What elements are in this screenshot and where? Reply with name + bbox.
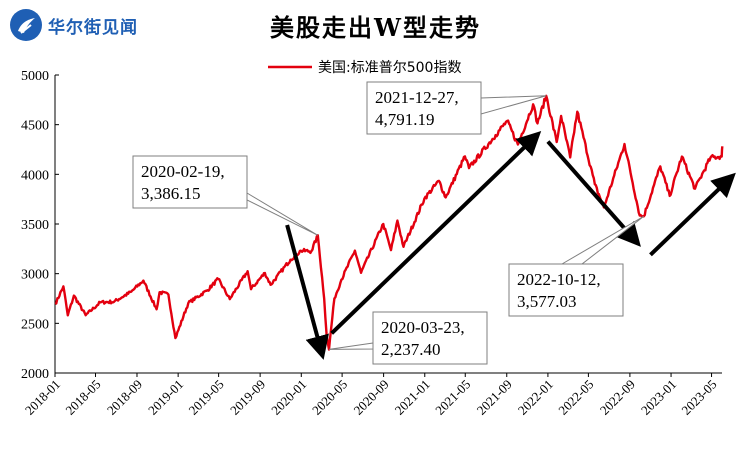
trend-arrow — [330, 131, 542, 335]
x-tick-label: 2022-01 — [515, 377, 556, 418]
x-tick-label: 2019-01 — [145, 377, 186, 418]
callout-pointer — [328, 342, 374, 350]
x-tick-label: 2023-05 — [678, 377, 719, 418]
trend-arrow — [546, 140, 641, 247]
callout-pointer — [480, 95, 547, 115]
x-tick-label: 2018-01 — [22, 377, 63, 418]
chart-title: 美股走出W型走势 — [270, 13, 481, 42]
series-line — [54, 94, 724, 351]
x-tick-label: 2019-09 — [227, 377, 268, 418]
x-tick-label: 2023-01 — [638, 377, 679, 418]
callout-text: 2020-02-19, — [141, 162, 225, 181]
legend: 美国:标准普尔500指数 — [268, 60, 461, 76]
y-tick-label: 2500 — [21, 317, 49, 332]
y-tick-label: 3500 — [21, 218, 49, 233]
y-tick-label: 2000 — [21, 367, 49, 382]
x-tick-label: 2021-05 — [432, 377, 473, 418]
y-tick-label: 3000 — [21, 268, 49, 283]
y-tick-label: 4500 — [21, 119, 49, 134]
x-tick-label: 2019-05 — [185, 377, 226, 418]
y-tick-label: 4000 — [21, 168, 49, 183]
x-tick-label: 2020-09 — [350, 377, 391, 418]
callout-pointer — [560, 215, 645, 265]
x-tick-label: 2022-09 — [597, 377, 638, 418]
callout-text: 2021-12-27, — [375, 88, 459, 107]
callout-text: 4,791.19 — [375, 110, 435, 129]
x-tick-label: 2020-05 — [309, 377, 350, 418]
callout-box — [132, 155, 248, 209]
brand-name: 华尔街见闻 — [48, 18, 138, 38]
x-tick-label: 2020-01 — [268, 377, 309, 418]
arrow-layer — [285, 131, 736, 360]
callout-box — [508, 263, 624, 317]
x-tick-label: 2021-01 — [392, 377, 433, 418]
x-tick-label: 2022-05 — [555, 377, 596, 418]
callout-text: 2,237.40 — [381, 340, 441, 359]
annotation-layer: 2021-12-27, 4,791.19 2020-02-19, 3,386.15 20… — [132, 81, 645, 365]
x-tick-label: 2021-09 — [474, 377, 515, 418]
callout-text: 2020-03-23, — [381, 318, 465, 337]
callout-text: 2022-10-12, — [517, 270, 601, 289]
callout-box — [372, 311, 488, 365]
callout-text: 3,577.03 — [517, 292, 577, 311]
brand-logo-icon — [10, 9, 42, 41]
y-tick-label: 5000 — [21, 69, 49, 84]
callout-text: 3,386.15 — [141, 184, 201, 203]
series-layer — [54, 94, 724, 351]
trend-arrow — [285, 224, 329, 360]
callout-pointer — [246, 192, 319, 236]
trend-arrow — [649, 172, 736, 257]
legend-label: 美国:标准普尔500指数 — [318, 60, 461, 76]
x-tick-label: 2018-05 — [62, 377, 103, 418]
callout-box — [366, 81, 482, 135]
x-tick-label: 2018-09 — [104, 377, 145, 418]
